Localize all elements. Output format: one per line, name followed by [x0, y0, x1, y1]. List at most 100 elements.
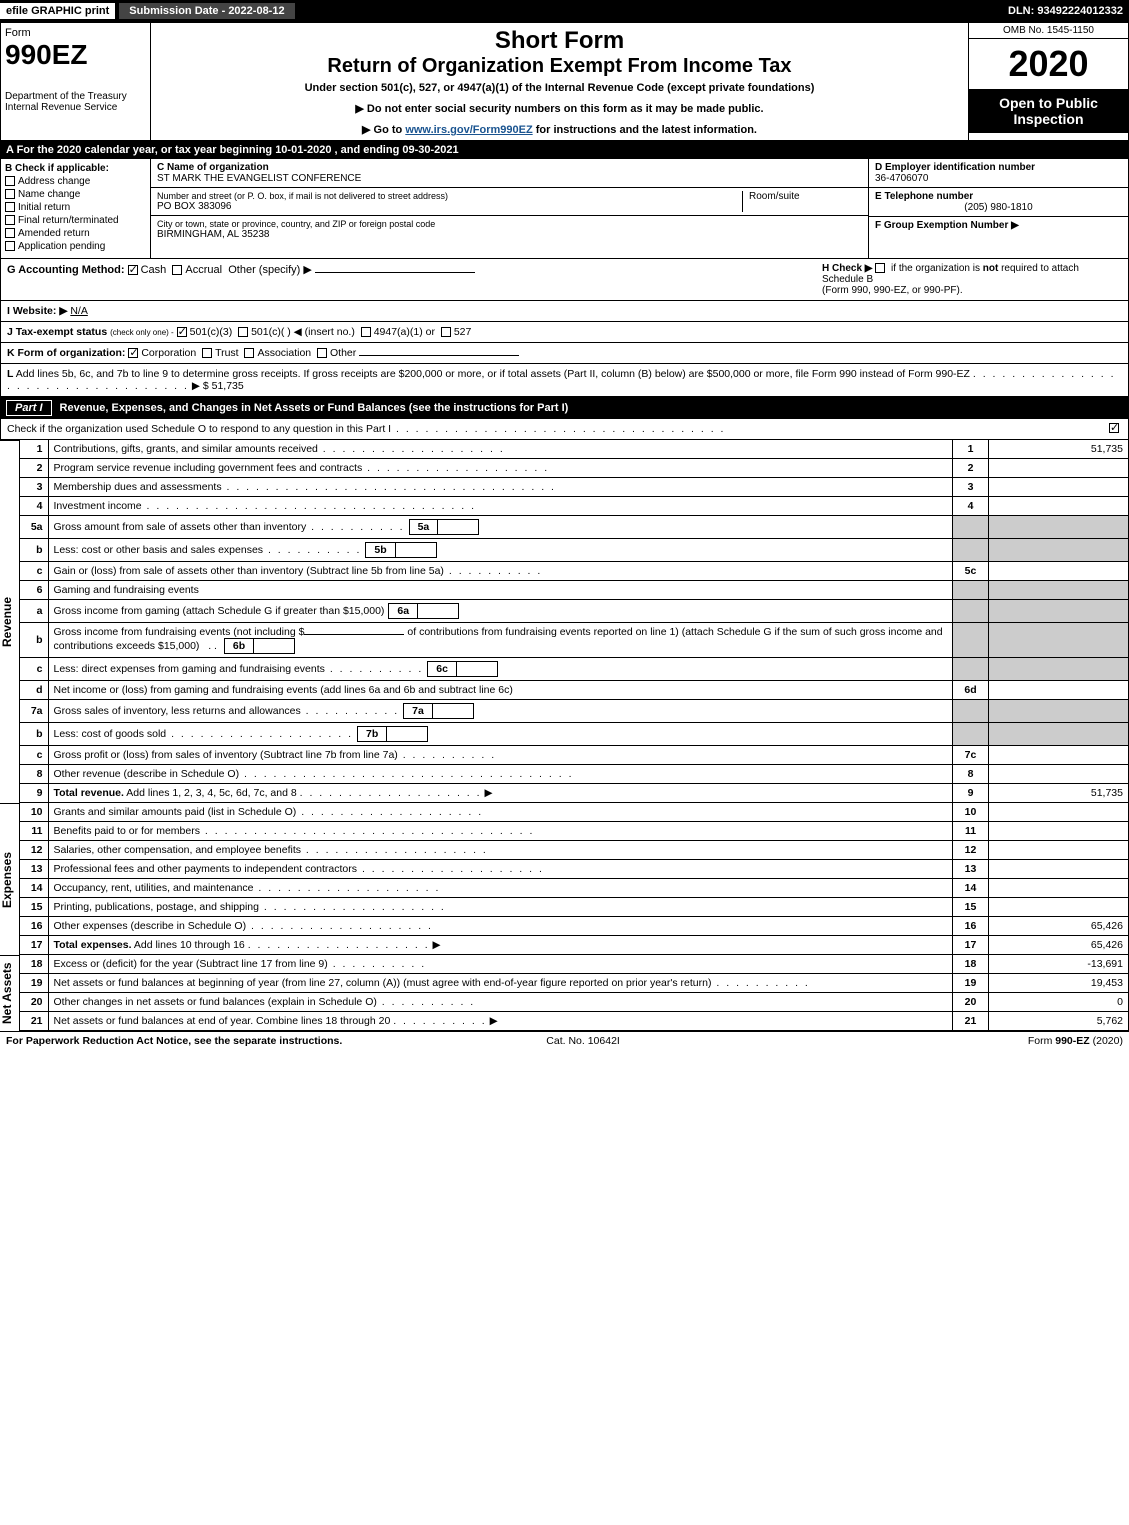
- org-city: BIRMINGHAM, AL 35238: [157, 229, 269, 240]
- c-addr-label: Number and street (or P. O. box, if mail…: [157, 191, 742, 201]
- footer-left: For Paperwork Reduction Act Notice, see …: [6, 1035, 342, 1047]
- line-15-amt: [989, 898, 1129, 917]
- chk-initial-return[interactable]: Initial return: [5, 202, 146, 213]
- line-7a-desc: Gross sales of inventory, less returns a…: [48, 700, 953, 723]
- chk-501c[interactable]: [238, 327, 248, 337]
- line-11-desc: Benefits paid to or for members: [48, 822, 953, 841]
- subtitle-2: ▶ Do not enter social security numbers o…: [155, 102, 964, 115]
- chk-application-pending[interactable]: Application pending: [5, 241, 146, 252]
- chk-other[interactable]: [317, 348, 327, 358]
- header-right: OMB No. 1545-1150 2020 Open to Public In…: [968, 23, 1128, 140]
- line-20-desc: Other changes in net assets or fund bala…: [48, 993, 953, 1012]
- line-8-desc: Other revenue (describe in Schedule O): [48, 765, 953, 784]
- chk-name-change[interactable]: Name change: [5, 189, 146, 200]
- chk-final-return[interactable]: Final return/terminated: [5, 215, 146, 226]
- footer-right: Form 990-EZ (2020): [1028, 1035, 1123, 1047]
- part1-label: Part I: [6, 400, 52, 416]
- line-19-desc: Net assets or fund balances at beginning…: [48, 974, 953, 993]
- dept-treasury: Department of the Treasury: [5, 91, 146, 102]
- omb-number: OMB No. 1545-1150: [969, 23, 1128, 39]
- netassets-label: Net Assets: [0, 955, 20, 1031]
- c-name-label: C Name of organization: [157, 162, 269, 173]
- line-11-amt: [989, 822, 1129, 841]
- chk-trust[interactable]: [202, 348, 212, 358]
- part1-title: Revenue, Expenses, and Changes in Net As…: [60, 402, 569, 414]
- chk-association[interactable]: [244, 348, 254, 358]
- line-4-desc: Investment income: [48, 497, 953, 516]
- irs-link[interactable]: www.irs.gov/Form990EZ: [405, 124, 532, 136]
- line-14-amt: [989, 879, 1129, 898]
- line-9-desc: Total revenue. Add lines 1, 2, 3, 4, 5c,…: [48, 784, 953, 803]
- page-footer: For Paperwork Reduction Act Notice, see …: [0, 1031, 1129, 1050]
- top-bar: efile GRAPHIC print Submission Date - 20…: [0, 0, 1129, 22]
- chk-schedule-o[interactable]: [1109, 423, 1119, 433]
- line-14-desc: Occupancy, rent, utilities, and maintena…: [48, 879, 953, 898]
- line-6d-desc: Net income or (loss) from gaming and fun…: [48, 681, 953, 700]
- chk-cash[interactable]: [128, 265, 138, 275]
- line-7b-desc: Less: cost of goods sold7b: [48, 723, 953, 746]
- phone-value: (205) 980-1810: [875, 202, 1122, 213]
- line-6d-amt: [989, 681, 1129, 700]
- sub3-pre: ▶ Go to: [362, 124, 405, 136]
- room-suite-label: Room/suite: [742, 191, 862, 212]
- subtitle-3: ▶ Go to www.irs.gov/Form990EZ for instru…: [155, 123, 964, 136]
- chk-corporation[interactable]: [128, 348, 138, 358]
- line-16-amt: 65,426: [989, 917, 1129, 936]
- line-18-desc: Excess or (deficit) for the year (Subtra…: [48, 955, 953, 974]
- line-g: G Accounting Method: Cash Accrual Other …: [7, 263, 822, 296]
- i-label: I Website: ▶: [7, 305, 67, 317]
- netassets-section: Net Assets 18Excess or (deficit) for the…: [0, 955, 1129, 1031]
- header-left: Form 990EZ Department of the Treasury In…: [1, 23, 151, 140]
- line-l: L Add lines 5b, 6c, and 7b to line 9 to …: [0, 364, 1129, 397]
- line-2-amt: [989, 459, 1129, 478]
- e-label: E Telephone number: [875, 191, 1122, 202]
- line-20-amt: 0: [989, 993, 1129, 1012]
- line-13-amt: [989, 860, 1129, 879]
- l-text: L Add lines 5b, 6c, and 7b to line 9 to …: [7, 368, 1116, 392]
- gh-row: G Accounting Method: Cash Accrual Other …: [0, 259, 1129, 301]
- open-to-public: Open to Public Inspection: [969, 89, 1128, 133]
- line-8-amt: [989, 765, 1129, 784]
- boxes-def: D Employer identification number 36-4706…: [868, 159, 1128, 258]
- line-21-desc: Net assets or fund balances at end of ye…: [48, 1012, 953, 1031]
- chk-h[interactable]: [875, 263, 885, 273]
- line-5b-desc: Less: cost or other basis and sales expe…: [48, 539, 953, 562]
- line-19-amt: 19,453: [989, 974, 1129, 993]
- line-18-amt: -13,691: [989, 955, 1129, 974]
- chk-501c3[interactable]: [177, 327, 187, 337]
- line-1-amt: 51,735: [989, 440, 1129, 459]
- line-7c-amt: [989, 746, 1129, 765]
- subtitle-1: Under section 501(c), 527, or 4947(a)(1)…: [155, 82, 964, 94]
- line-h: H Check ▶ if the organization is not req…: [822, 263, 1122, 296]
- footer-center: Cat. No. 10642I: [546, 1035, 620, 1047]
- line-15-desc: Printing, publications, postage, and shi…: [48, 898, 953, 917]
- line-6-desc: Gaming and fundraising events: [48, 581, 953, 600]
- line-2-desc: Program service revenue including govern…: [48, 459, 953, 478]
- f-label: F Group Exemption Number ▶: [875, 220, 1122, 231]
- sub3-post: for instructions and the latest informat…: [533, 124, 757, 136]
- chk-accrual[interactable]: [172, 265, 182, 275]
- dln: DLN: 93492224012332: [1008, 5, 1129, 17]
- line-6a-desc: Gross income from gaming (attach Schedul…: [48, 600, 953, 623]
- line-21-amt: 5,762: [989, 1012, 1129, 1031]
- chk-4947[interactable]: [361, 327, 371, 337]
- line-k: K Form of organization: Corporation Trus…: [0, 343, 1129, 364]
- line-10-desc: Grants and similar amounts paid (list in…: [48, 803, 953, 822]
- line-10-amt: [989, 803, 1129, 822]
- short-form-title: Short Form: [155, 27, 964, 55]
- form-header: Form 990EZ Department of the Treasury In…: [0, 22, 1129, 141]
- line-9-amt: 51,735: [989, 784, 1129, 803]
- box-b-title: B Check if applicable:: [5, 163, 146, 174]
- chk-address-change[interactable]: Address change: [5, 176, 146, 187]
- line-17-desc: Total expenses. Add lines 10 through 16 …: [48, 936, 953, 955]
- line-i: I Website: ▶ N/A: [0, 301, 1129, 322]
- line-1-desc: Contributions, gifts, grants, and simila…: [48, 440, 953, 459]
- revenue-section: Revenue 1Contributions, gifts, grants, a…: [0, 440, 1129, 803]
- j-sub: (check only one) -: [110, 328, 174, 337]
- box-b: B Check if applicable: Address change Na…: [1, 159, 151, 258]
- irs-label: Internal Revenue Service: [5, 102, 146, 113]
- chk-527[interactable]: [441, 327, 451, 337]
- line-12-desc: Salaries, other compensation, and employ…: [48, 841, 953, 860]
- c-city-label: City or town, state or province, country…: [157, 219, 435, 229]
- chk-amended-return[interactable]: Amended return: [5, 228, 146, 239]
